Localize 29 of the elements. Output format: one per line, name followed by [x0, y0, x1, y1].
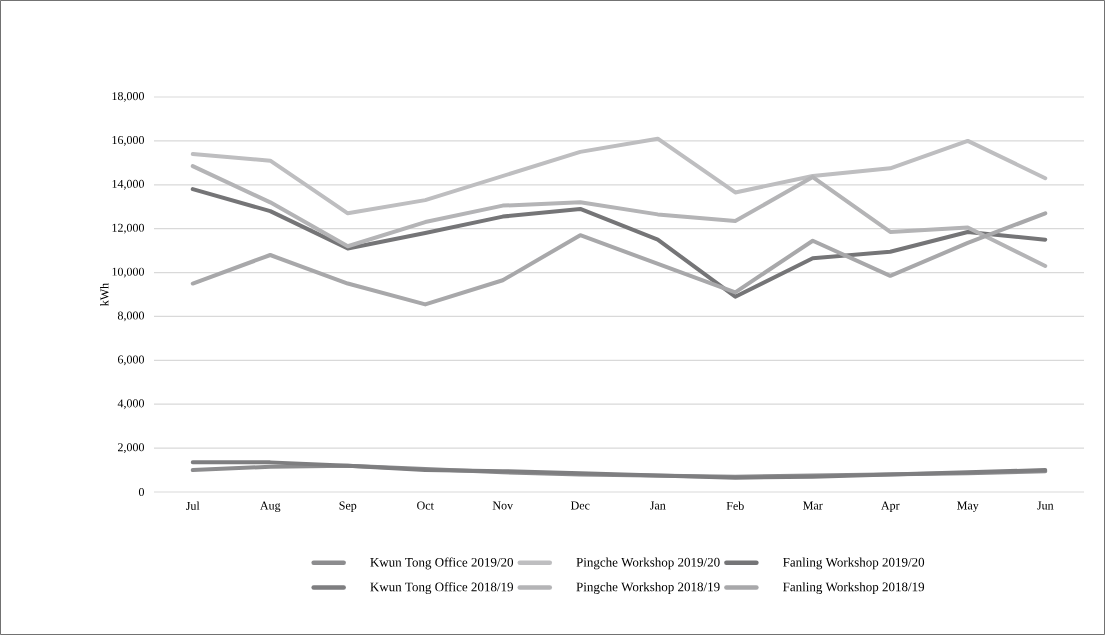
legend-label: Pingche Workshop 2018/19	[576, 582, 720, 594]
legend-label: Pingche Workshop 2019/20	[576, 557, 720, 570]
y-tick-label: 10,000	[112, 267, 145, 278]
x-tick-label: Feb	[726, 501, 744, 510]
legend-label: Fanling Workshop 2019/20	[783, 557, 925, 570]
y-tick-label: 4,000	[117, 399, 145, 410]
y-axis-title: kWh	[100, 283, 109, 306]
legend-label: Kwun Tong Office 2019/20	[370, 557, 514, 570]
y-tick-label: 16,000	[112, 135, 145, 146]
x-tick-label: Sep	[339, 501, 357, 513]
x-tick-label: Oct	[417, 501, 434, 510]
y-tick-label: 2,000	[118, 443, 145, 454]
y-tick-label: 6,000	[117, 355, 145, 366]
x-tick-label: Jun	[1037, 501, 1054, 510]
x-tick-label: Jul	[186, 501, 200, 510]
x-tick-label: Apr	[881, 501, 900, 513]
legend-label: Kwun Tong Office 2018/19	[370, 582, 513, 595]
legend-label: Fanling Workshop 2018/19	[783, 582, 925, 594]
y-tick-label: 0	[138, 487, 145, 497]
y-tick-label: 14,000	[112, 179, 145, 190]
y-tick-label: 8,000	[117, 311, 145, 322]
y-tick-label: 12,000	[112, 223, 145, 234]
x-tick-label: Aug	[260, 501, 281, 513]
y-tick-label: 18,000	[112, 92, 145, 102]
x-tick-label: Jan	[650, 501, 666, 510]
x-tick-label: Nov	[492, 501, 514, 510]
x-tick-label: Mar	[803, 501, 823, 510]
x-tick-label: May	[957, 501, 979, 512]
x-tick-label: Dec	[570, 501, 590, 510]
